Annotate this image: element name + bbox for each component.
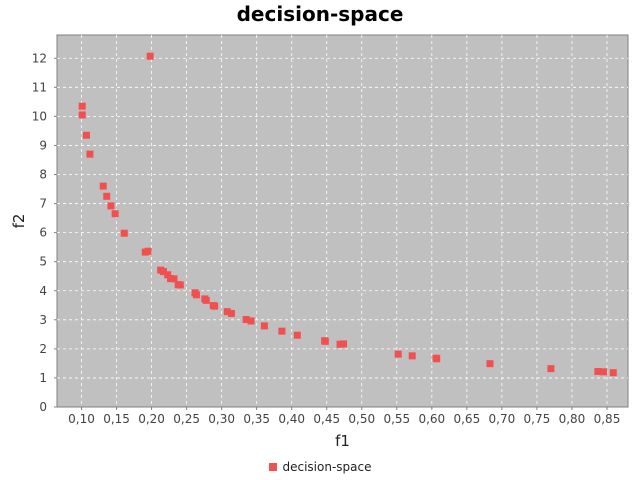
plot-area [56,34,629,408]
legend-label: decision-space [282,460,372,474]
x-tick-label: 0,40 [278,412,305,426]
data-point [146,52,154,60]
data-point [433,355,441,363]
data-point [192,291,200,299]
data-point [321,337,329,345]
data-point [594,368,602,376]
data-point [223,308,231,316]
data-point [107,202,115,210]
data-point [260,322,268,330]
y-tick-label: 6 [39,226,47,240]
data-point [340,340,348,348]
x-tick-label: 0,50 [348,412,375,426]
x-tick-label: 0,55 [383,412,410,426]
x-tick-label: 0,30 [208,412,235,426]
y-tick-label: 2 [39,342,47,356]
data-point [293,331,301,339]
x-axis-label: f1 [335,432,350,450]
x-tick-label: 0,25 [173,412,200,426]
x-tick-label: 0,70 [489,412,516,426]
y-tick-label: 1 [39,371,47,385]
y-tick-label: 0 [39,400,47,414]
data-point [78,102,86,110]
data-point [78,111,86,119]
y-tick-label: 9 [39,138,47,152]
data-point [227,309,235,317]
data-point [486,360,494,368]
data-point [82,131,90,139]
y-axis-label: f2 [10,214,28,229]
x-tick-label: 0,20 [138,412,165,426]
x-tick-label: 0,85 [594,412,621,426]
chart-title: decision-space [236,2,404,26]
data-point [170,275,178,283]
x-tick-label: 0,10 [68,412,95,426]
data-points [78,52,617,377]
x-tick-label: 0,45 [313,412,340,426]
x-tick-label: 0,65 [453,412,480,426]
y-tick-label: 7 [39,197,47,211]
data-point [103,192,111,200]
data-point [86,150,94,158]
data-point [120,229,128,237]
data-point [202,296,210,304]
y-tick-label: 11 [32,80,47,94]
y-tick-label: 5 [39,255,47,269]
x-tick-label: 0,75 [524,412,551,426]
data-point [176,281,184,289]
y-tick-label: 8 [39,168,47,182]
x-tick-label: 0,80 [559,412,586,426]
x-tick-label: 0,35 [243,412,270,426]
data-point [242,316,250,324]
data-point [394,350,402,358]
data-point [609,369,617,377]
data-point [164,271,172,279]
legend-swatch [268,463,277,471]
y-tick-label: 3 [39,313,47,327]
legend: decision-space [0,460,640,474]
x-tick-label: 0,60 [418,412,445,426]
data-point [211,302,219,310]
data-point [599,368,607,376]
data-point [247,317,255,325]
data-point [166,275,174,283]
grid-lines [57,35,628,407]
data-point [547,365,555,373]
y-tick-label: 4 [39,284,47,298]
y-tick-label: 12 [32,51,47,65]
y-tick-label: 10 [32,109,47,123]
x-tick-label: 0,15 [103,412,130,426]
data-point [159,268,167,276]
data-point [99,182,107,190]
data-point [408,352,416,360]
data-point [144,247,152,255]
data-point [111,210,119,218]
data-point [278,327,286,335]
data-point [336,340,344,348]
axes: 0,10 0,15 0,20 0,25 0,30 0,35 0,40 0,45 0,50 0,55… [32,51,621,426]
